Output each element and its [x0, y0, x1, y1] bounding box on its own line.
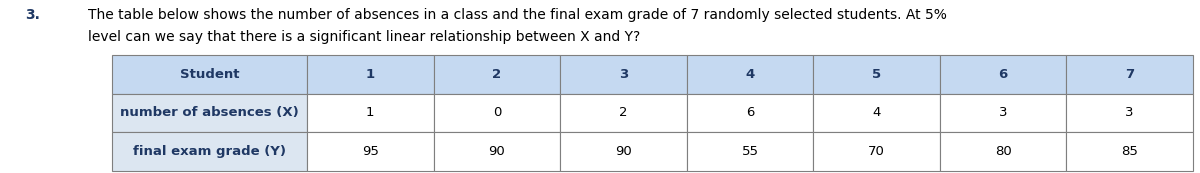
Text: 5: 5: [872, 68, 881, 81]
Bar: [433, 132, 560, 171]
Text: 90: 90: [616, 145, 632, 158]
Bar: [112, 94, 307, 132]
Text: 80: 80: [995, 145, 1012, 158]
Bar: [112, 55, 307, 94]
Text: 6: 6: [746, 107, 754, 120]
Bar: [433, 94, 560, 132]
Bar: [940, 94, 1067, 132]
Bar: [307, 55, 433, 94]
Text: level can we say that there is a significant linear relationship between X and Y: level can we say that there is a signifi…: [88, 30, 641, 44]
Bar: [940, 132, 1067, 171]
Text: 7: 7: [1126, 68, 1134, 81]
Text: 1: 1: [366, 107, 374, 120]
Bar: [814, 94, 940, 132]
Text: 90: 90: [488, 145, 505, 158]
Text: 85: 85: [1121, 145, 1138, 158]
Text: The table below shows the number of absences in a class and the final exam grade: The table below shows the number of abse…: [88, 8, 947, 22]
Bar: [814, 132, 940, 171]
Bar: [307, 94, 433, 132]
Bar: [1067, 55, 1193, 94]
Bar: [686, 94, 814, 132]
Text: 1: 1: [366, 68, 374, 81]
Text: 4: 4: [872, 107, 881, 120]
Bar: [1067, 94, 1193, 132]
Text: 70: 70: [868, 145, 886, 158]
Bar: [940, 55, 1067, 94]
Bar: [560, 132, 686, 171]
Text: 55: 55: [742, 145, 758, 158]
Bar: [560, 55, 686, 94]
Bar: [112, 132, 307, 171]
Text: 95: 95: [362, 145, 379, 158]
Text: 3: 3: [619, 68, 628, 81]
Text: number of absences (X): number of absences (X): [120, 107, 299, 120]
Text: 2: 2: [619, 107, 628, 120]
Text: 4: 4: [745, 68, 755, 81]
Text: Student: Student: [180, 68, 239, 81]
Text: 3: 3: [1126, 107, 1134, 120]
Bar: [814, 55, 940, 94]
Text: 3.: 3.: [25, 8, 40, 22]
Text: 3: 3: [998, 107, 1007, 120]
Text: 6: 6: [998, 68, 1008, 81]
Bar: [560, 94, 686, 132]
Bar: [307, 132, 433, 171]
Bar: [1067, 132, 1193, 171]
Text: 0: 0: [493, 107, 502, 120]
Bar: [686, 55, 814, 94]
Bar: [433, 55, 560, 94]
Bar: [686, 132, 814, 171]
Text: 2: 2: [492, 68, 502, 81]
Text: final exam grade (Y): final exam grade (Y): [133, 145, 286, 158]
